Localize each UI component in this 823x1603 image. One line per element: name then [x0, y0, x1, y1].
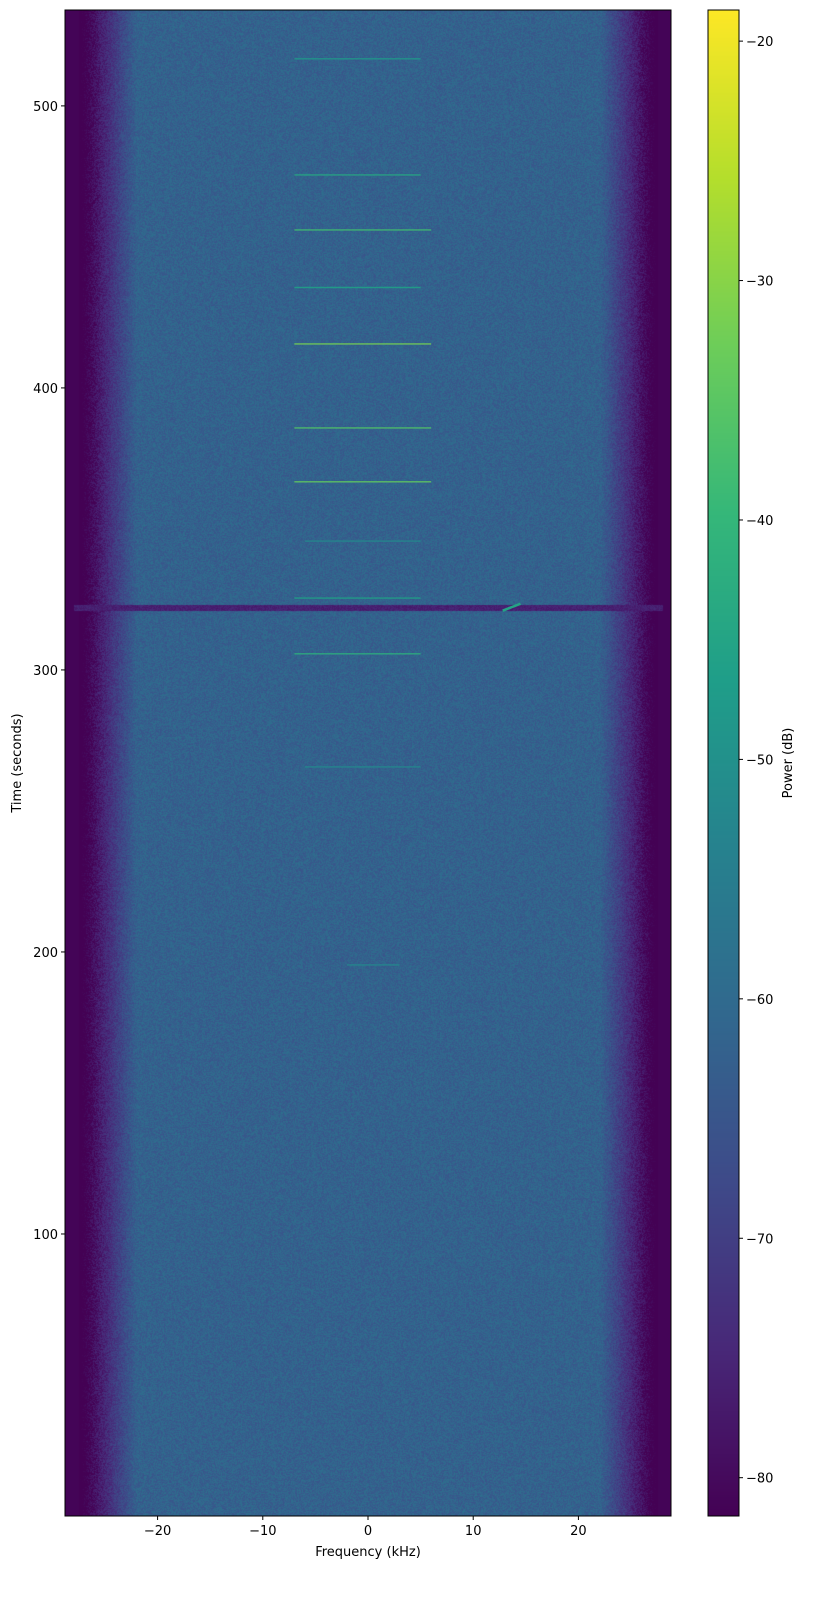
- colorbar-tick-label: −20: [746, 35, 773, 50]
- x-tick-label: −20: [144, 1524, 171, 1539]
- colorbar-tick-label: −80: [746, 1472, 773, 1487]
- x-tick-label: 0: [364, 1524, 372, 1539]
- colorbar-frame: [708, 10, 739, 1516]
- y-axis-label: Time (seconds): [10, 713, 25, 813]
- y-tick-label: 300: [33, 664, 58, 679]
- x-axis-label: Frequency (kHz): [315, 1545, 421, 1560]
- plot-frame: [65, 10, 671, 1516]
- x-tick-label: 10: [465, 1524, 482, 1539]
- y-tick-label: 200: [33, 946, 58, 961]
- colorbar-tick-label: −40: [746, 514, 773, 529]
- y-tick-label: 100: [33, 1228, 58, 1243]
- y-tick-label: 500: [33, 100, 58, 115]
- colorbar-tick-label: −30: [746, 275, 773, 290]
- colorbar-tick-label: −70: [746, 1232, 773, 1247]
- colorbar-tick-label: −60: [746, 993, 773, 1008]
- x-tick-label: −10: [249, 1524, 276, 1539]
- colorbar-label: Power (dB): [781, 728, 796, 799]
- colorbar-tick-label: −50: [746, 753, 773, 768]
- x-tick-label: 20: [570, 1524, 587, 1539]
- y-tick-label: 400: [33, 382, 58, 397]
